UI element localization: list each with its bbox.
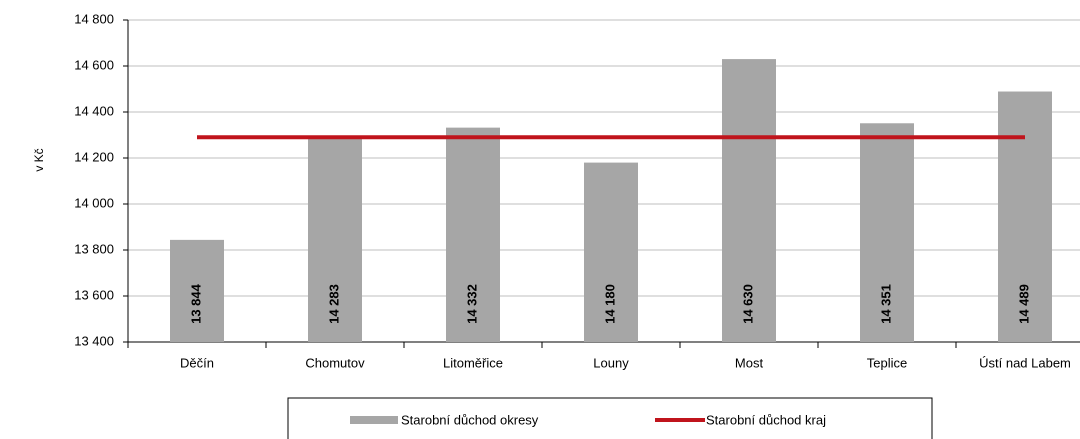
value-label: 14 283: [326, 284, 341, 324]
legend-label: Starobní důchod okresy: [401, 412, 539, 427]
value-label: 14 332: [464, 284, 479, 324]
bar: [584, 162, 638, 342]
x-tick-label: Děčín: [180, 355, 214, 370]
x-tick-label: Ústí nad Labem: [979, 355, 1071, 370]
y-tick-label: 14 200: [74, 149, 114, 164]
y-tick-label: 13 400: [74, 333, 114, 348]
value-label: 14 489: [1016, 284, 1031, 324]
x-tick-label: Teplice: [867, 355, 907, 370]
bar: [998, 91, 1052, 342]
value-label: 14 351: [878, 284, 893, 324]
y-axis-label: v Kč: [32, 148, 46, 171]
bar: [446, 127, 500, 342]
bar: [860, 123, 914, 343]
y-tick-label: 14 000: [74, 195, 114, 210]
x-tick-label: Most: [735, 355, 764, 370]
y-tick-label: 14 800: [74, 11, 114, 26]
y-tick-label: 14 600: [74, 57, 114, 72]
bar: [722, 59, 776, 342]
legend-label: Starobní důchod kraj: [706, 412, 826, 427]
y-tick-label: 13 600: [74, 287, 114, 302]
x-tick-label: Louny: [593, 355, 629, 370]
x-tick-label: Chomutov: [305, 355, 365, 370]
legend-swatch: [350, 416, 398, 424]
value-label: 14 630: [740, 284, 755, 324]
bar: [170, 239, 224, 342]
y-tick-label: 14 400: [74, 103, 114, 118]
bar: [308, 138, 362, 342]
value-label: 13 844: [188, 283, 203, 324]
value-label: 14 180: [602, 284, 617, 324]
x-tick-label: Litoměřice: [443, 355, 503, 370]
y-tick-label: 13 800: [74, 241, 114, 256]
